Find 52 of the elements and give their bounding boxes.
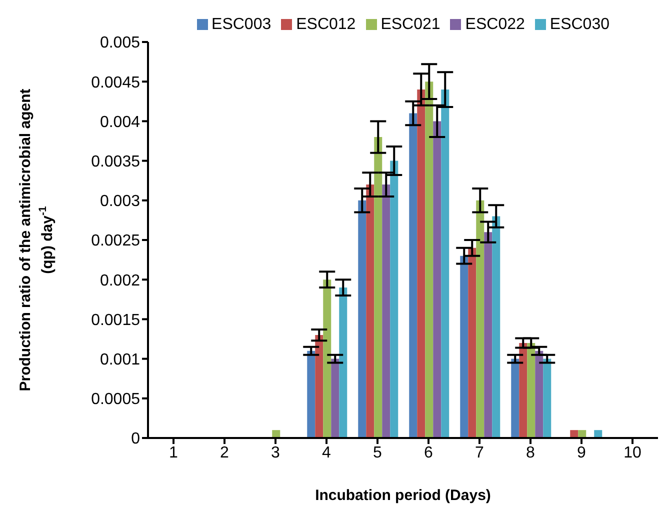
y-tick-label: 0.001 [100,351,140,368]
y-tick-label: 0.0045 [91,74,140,92]
y-tick-label: 0.0025 [91,232,140,250]
x-tick-label: 4 [322,444,332,462]
x-tick-label: 6 [424,444,434,462]
bar [441,90,450,438]
bar [527,342,536,438]
bar [535,350,544,438]
y-tick-label: 0.005 [100,34,140,52]
y-tick-label: 0.0005 [91,391,140,408]
bar [323,280,332,438]
bar [425,82,434,438]
legend-label: ESC022 [465,16,525,33]
bar [511,358,520,438]
bar [331,358,340,438]
x-tick-label: 9 [577,444,586,462]
x-tick-label: 3 [271,444,280,462]
bar [433,121,442,438]
bar [460,256,468,438]
bar [543,358,552,438]
x-tick-label: 1 [169,444,178,462]
bar [476,200,484,438]
x-axis-title: Incubation period (Days) [315,487,491,504]
bar [468,248,476,438]
x-tick-label: 8 [526,444,536,462]
bar [307,350,316,438]
bar [390,160,398,438]
bar [484,232,492,438]
legend-label: ESC012 [296,16,356,33]
bar [358,200,366,438]
bar [366,184,374,438]
legend-label: ESC030 [550,16,610,33]
bar [409,113,418,438]
bar [315,335,324,438]
x-tick-label: 2 [220,444,230,462]
x-tick-label: 5 [373,444,382,462]
bar [382,184,390,438]
legend-label: ESC021 [380,16,440,33]
y-tick-label: 0.004 [100,114,140,131]
bar [374,137,382,438]
bar [339,288,348,438]
y-tick-label: 0.002 [100,272,140,290]
y-tick-label: 0 [131,430,140,448]
bar [519,342,528,438]
y-tick-label: 0.0035 [91,153,140,170]
legend-label: ESC003 [212,16,272,33]
y-tick-label: 0.0015 [91,312,140,329]
bar [417,90,426,438]
x-tick-label: 10 [624,444,642,462]
y-tick-label: 0.003 [100,193,140,210]
bar [492,216,500,438]
x-tick-label: 7 [475,444,484,462]
